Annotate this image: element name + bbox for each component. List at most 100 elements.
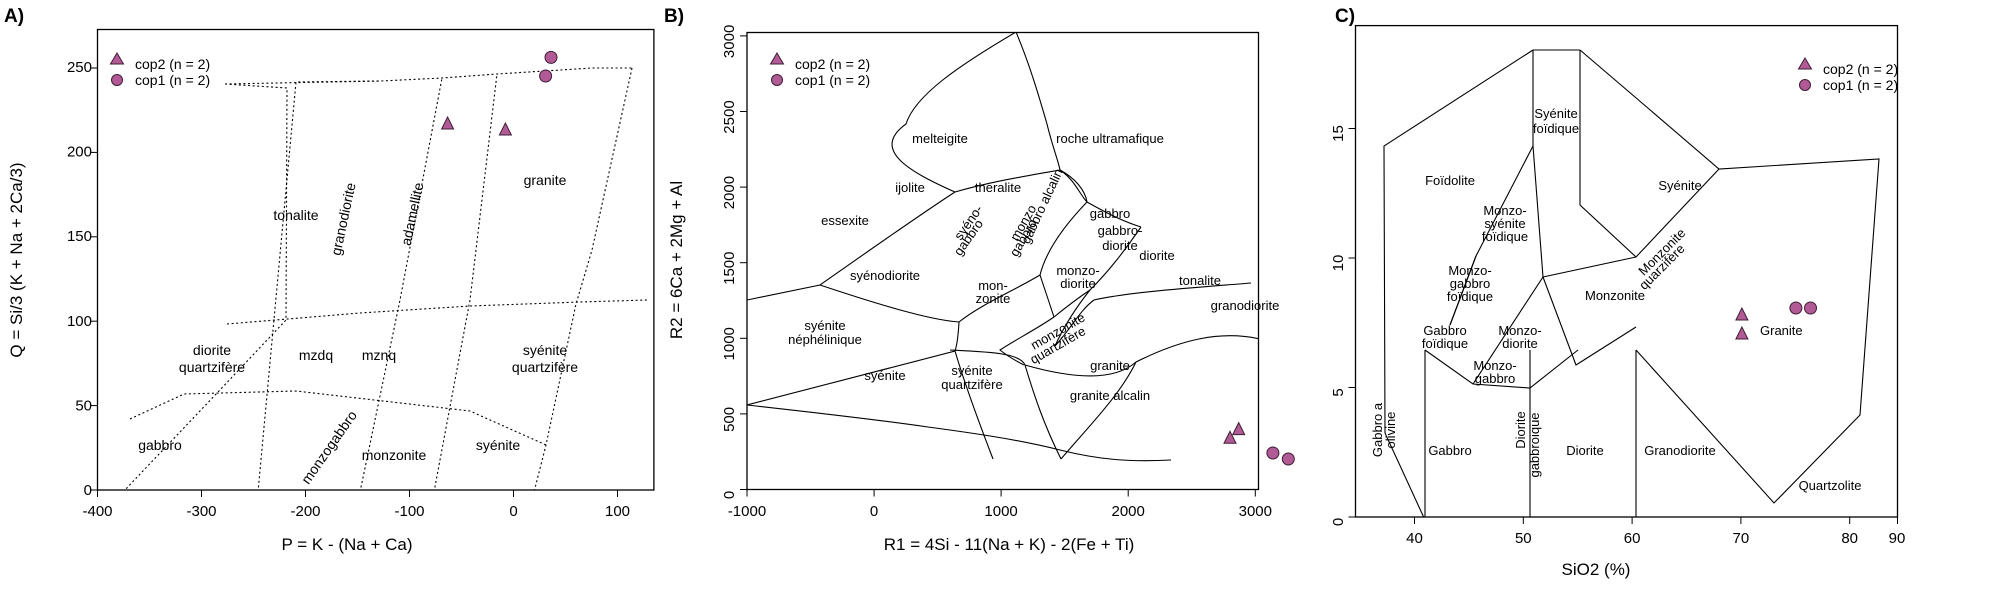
svg-text:2500: 2500 [721, 100, 738, 133]
svg-text:40: 40 [1406, 530, 1423, 547]
svg-text:50: 50 [75, 397, 92, 414]
svg-text:2000: 2000 [1112, 503, 1145, 520]
svg-text:mznq: mznq [362, 347, 396, 363]
svg-text:Foïdolite: Foïdolite [1425, 173, 1475, 188]
svg-text:1000: 1000 [984, 503, 1017, 520]
svg-text:Q = Si/3 (K + Na + 2Ca/3): Q = Si/3 (K + Na + 2Ca/3) [7, 162, 26, 357]
svg-text:diorite: diorite [1102, 238, 1137, 253]
svg-text:0: 0 [509, 503, 517, 520]
svg-text:granite alcalin: granite alcalin [1070, 388, 1150, 403]
svg-text:syénodiorite: syénodiorite [850, 268, 920, 283]
svg-text:granite: granite [524, 172, 567, 188]
svg-text:cop1 (n = 2): cop1 (n = 2) [1823, 77, 1898, 93]
svg-text:foïdique: foïdique [1422, 336, 1468, 351]
svg-text:diorite: diorite [193, 342, 231, 358]
svg-text:Gabbro: Gabbro [1428, 443, 1471, 458]
svg-text:diorite: diorite [1502, 336, 1537, 351]
svg-text:15: 15 [1330, 125, 1347, 142]
svg-text:3000: 3000 [721, 25, 738, 58]
svg-text:B): B) [664, 6, 684, 27]
svg-text:syénite: syénite [476, 437, 521, 453]
svg-text:olivine: olivine [1383, 412, 1398, 449]
svg-text:90: 90 [1889, 530, 1906, 547]
svg-text:essexite: essexite [821, 213, 869, 228]
svg-text:0: 0 [721, 491, 738, 499]
svg-text:gabbroique: gabbroique [1527, 412, 1542, 477]
svg-text:gabbro-: gabbro- [1098, 223, 1143, 238]
svg-text:tonalite: tonalite [1179, 273, 1221, 288]
svg-text:foïdique: foïdique [1482, 229, 1528, 244]
svg-text:quartzifère: quartzifère [179, 359, 245, 375]
svg-text:foïdique: foïdique [1447, 289, 1493, 304]
svg-text:-200: -200 [290, 503, 320, 520]
svg-text:100: 100 [605, 503, 630, 520]
svg-text:granite: granite [1090, 358, 1130, 373]
svg-text:gabbro: gabbro [138, 437, 182, 453]
svg-text:-400: -400 [82, 503, 112, 520]
svg-text:5: 5 [1330, 388, 1347, 396]
svg-text:-100: -100 [394, 503, 424, 520]
svg-text:quartzifère: quartzifère [512, 359, 578, 375]
svg-text:Diorite: Diorite [1566, 443, 1604, 458]
svg-text:zonite: zonite [976, 291, 1011, 306]
svg-text:cop2 (n = 2): cop2 (n = 2) [1823, 61, 1898, 77]
svg-text:granodiorite: granodiorite [328, 181, 359, 257]
svg-text:SiO2 (%): SiO2 (%) [1562, 560, 1631, 579]
svg-text:ijolite: ijolite [895, 180, 925, 195]
svg-text:R2 = 6Ca + 2Mg + Al: R2 = 6Ca + 2Mg + Al [667, 181, 686, 339]
svg-text:70: 70 [1733, 530, 1750, 547]
svg-text:syénite: syénite [864, 368, 905, 383]
svg-text:Diorite: Diorite [1513, 411, 1528, 449]
svg-text:50: 50 [1515, 530, 1532, 547]
svg-text:0: 0 [1330, 518, 1347, 526]
svg-text:melteigite: melteigite [912, 131, 968, 146]
svg-text:250: 250 [67, 59, 92, 76]
svg-text:100: 100 [67, 313, 92, 330]
svg-text:Quartzolite: Quartzolite [1799, 478, 1862, 493]
svg-text:foïdique: foïdique [1533, 121, 1579, 136]
svg-text:cop2 (n = 2): cop2 (n = 2) [795, 56, 870, 72]
svg-text:1500: 1500 [721, 252, 738, 285]
svg-text:0: 0 [870, 503, 878, 520]
svg-text:néphélinique: néphélinique [788, 332, 862, 347]
svg-text:150: 150 [67, 228, 92, 245]
svg-text:-300: -300 [186, 503, 216, 520]
svg-text:500: 500 [721, 407, 738, 432]
svg-text:R1 = 4Si - 11(Na + K) - 2(Fe +: R1 = 4Si - 11(Na + K) - 2(Fe + Ti) [884, 535, 1135, 554]
svg-text:theralite: theralite [975, 180, 1021, 195]
svg-text:Monzonite: Monzonite [1585, 288, 1645, 303]
svg-text:3000: 3000 [1239, 503, 1272, 520]
svg-text:monzogabbro: monzogabbro [298, 407, 360, 486]
svg-text:cop1 (n = 2): cop1 (n = 2) [795, 72, 870, 88]
svg-text:Syénite: Syénite [1534, 106, 1577, 121]
svg-text:mzdq: mzdq [299, 347, 333, 363]
svg-text:diorite: diorite [1060, 276, 1095, 291]
svg-text:monzonite: monzonite [362, 447, 427, 463]
svg-text:tonalite: tonalite [273, 207, 318, 223]
svg-text:200: 200 [67, 144, 92, 161]
svg-text:cop1 (n = 2): cop1 (n = 2) [135, 72, 210, 88]
svg-text:2000: 2000 [721, 176, 738, 209]
svg-text:P = K - (Na + Ca): P = K - (Na + Ca) [281, 535, 412, 554]
svg-text:-1000: -1000 [728, 503, 766, 520]
svg-text:gabbro: gabbro [1090, 206, 1130, 221]
svg-text:syénite: syénite [523, 342, 568, 358]
svg-text:60: 60 [1624, 530, 1641, 547]
svg-text:80: 80 [1841, 530, 1858, 547]
svg-text:granodiorite: granodiorite [1211, 298, 1280, 313]
svg-text:10: 10 [1330, 255, 1347, 272]
svg-text:diorite: diorite [1139, 248, 1174, 263]
svg-text:syénite: syénite [951, 363, 992, 378]
svg-text:A): A) [4, 6, 24, 27]
svg-text:adamellite: adamellite [398, 181, 427, 247]
svg-text:gabbro: gabbro [1475, 371, 1515, 386]
svg-text:syénite: syénite [804, 318, 845, 333]
svg-text:Granodiorite: Granodiorite [1644, 443, 1716, 458]
svg-text:Granite: Granite [1760, 323, 1803, 338]
svg-text:cop2 (n = 2): cop2 (n = 2) [135, 56, 210, 72]
svg-text:quartzifère: quartzifère [941, 377, 1002, 392]
svg-text:Syénite: Syénite [1658, 178, 1701, 193]
svg-text:C): C) [1335, 6, 1355, 27]
svg-text:roche ultramafique: roche ultramafique [1056, 131, 1164, 146]
svg-text:1000: 1000 [721, 327, 738, 360]
